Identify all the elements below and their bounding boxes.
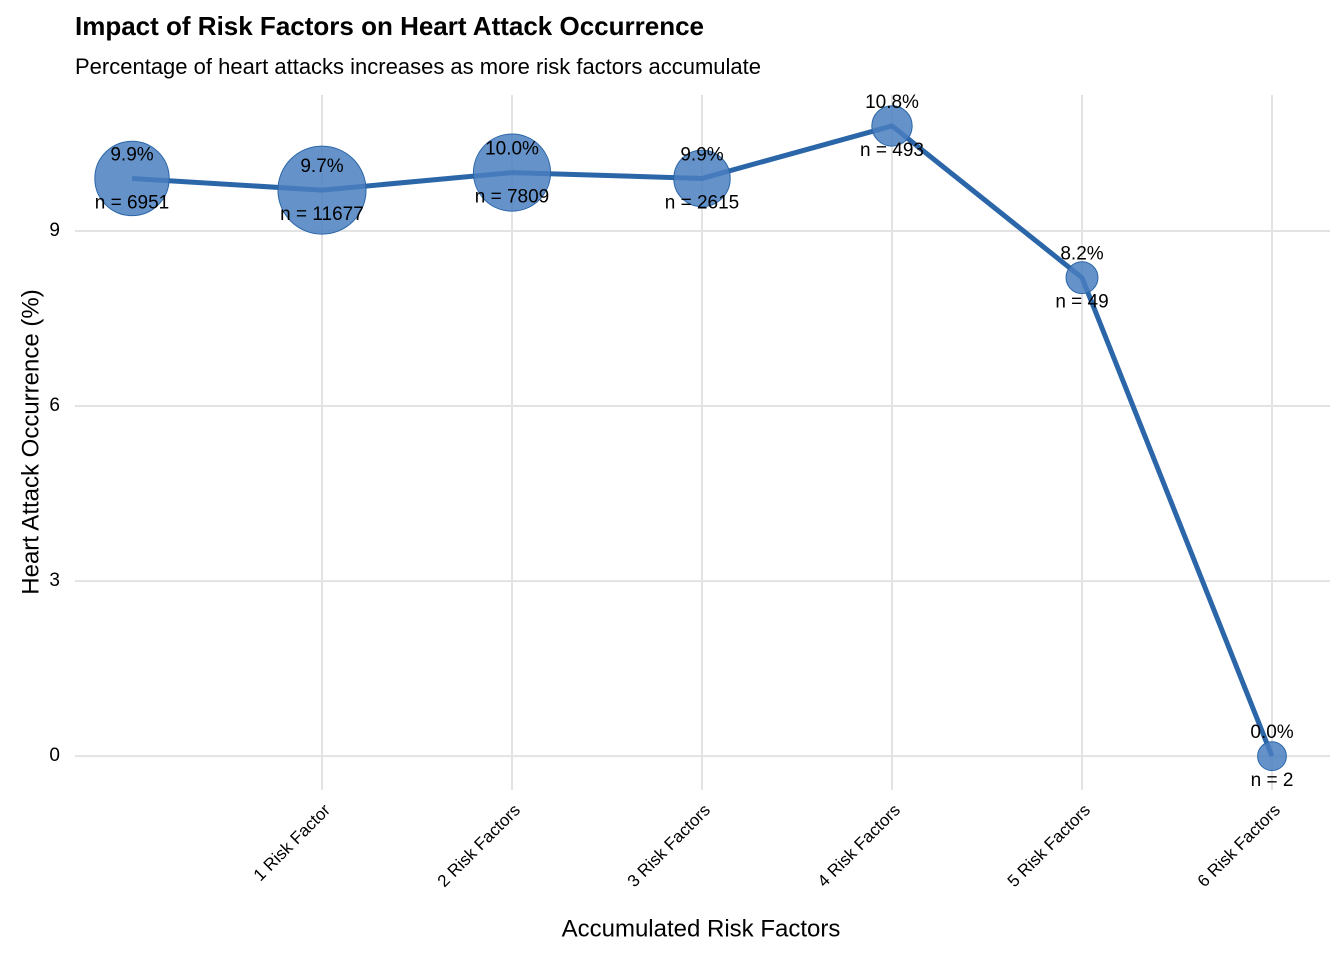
y-tick-label: 0 <box>49 745 60 766</box>
y-tick-label: 3 <box>49 570 60 591</box>
bubble <box>277 145 367 235</box>
x-tick-label: 5 Risk Factors <box>1004 801 1094 891</box>
size-label: n = 11677 <box>280 204 364 225</box>
bubble <box>1065 261 1099 295</box>
y-tick-label: 6 <box>49 395 60 416</box>
value-label: 9.7% <box>300 156 343 177</box>
x-tick-label: 4 Risk Factors <box>814 801 904 891</box>
value-label: 10.8% <box>865 92 919 113</box>
size-label: n = 7809 <box>475 187 550 208</box>
chart-subtitle: Percentage of heart attacks increases as… <box>75 54 761 79</box>
value-label: 0.0% <box>1250 722 1293 743</box>
bubble <box>472 133 552 212</box>
value-label: 8.2% <box>1060 244 1103 265</box>
x-tick-label: 2 Risk Factors <box>434 801 524 891</box>
bubble <box>1257 741 1287 772</box>
x-axis-title: Accumulated Risk Factors <box>562 915 841 942</box>
bubble <box>94 140 170 217</box>
size-label: n = 493 <box>860 140 924 161</box>
value-label: 10.0% <box>485 139 539 160</box>
x-tick-label: 6 Risk Factors <box>1194 801 1284 891</box>
size-label: n = 2 <box>1251 770 1294 791</box>
size-label: n = 49 <box>1055 292 1108 313</box>
bubble <box>871 105 913 147</box>
size-label: n = 6951 <box>95 192 170 213</box>
y-tick-label: 9 <box>49 220 60 241</box>
size-label: n = 2615 <box>665 192 740 213</box>
x-tick-label: 3 Risk Factors <box>624 801 714 891</box>
bubble <box>673 149 731 208</box>
chart-title: Impact of Risk Factors on Heart Attack O… <box>75 11 704 41</box>
value-label: 9.9% <box>110 144 153 165</box>
y-axis-title: Heart Attack Occurrence (%) <box>17 289 44 594</box>
value-label: 9.9% <box>680 144 723 165</box>
x-tick-label: 1 Risk Factor <box>250 800 334 884</box>
